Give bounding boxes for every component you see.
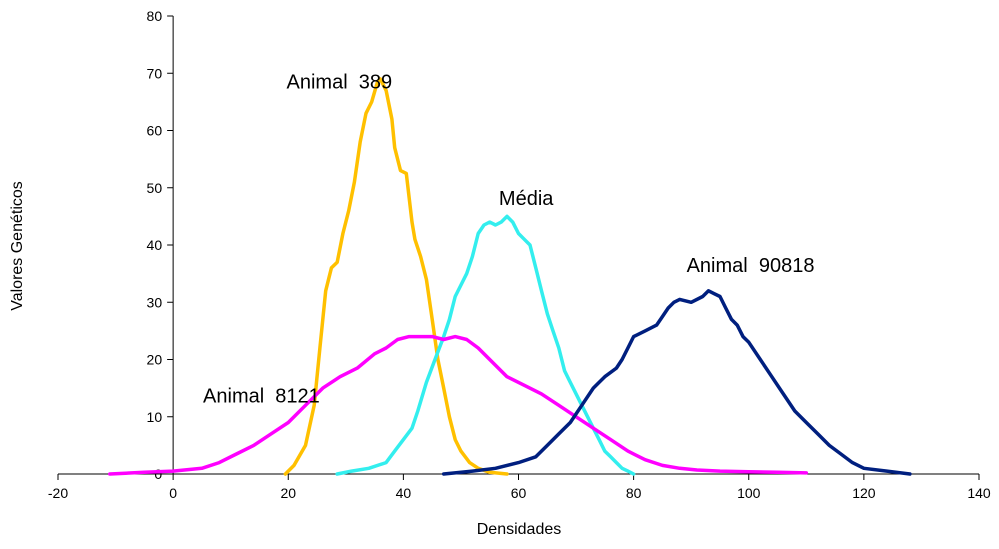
x-tick-label: 40 <box>396 485 412 501</box>
y-tick-label: 10 <box>147 409 163 425</box>
y-tick-label: 80 <box>147 8 163 24</box>
y-tick-label: 40 <box>147 237 163 253</box>
y-tick-label: 0 <box>154 466 162 482</box>
y-tick-label: 20 <box>147 352 163 368</box>
y-axis-label: Valores Genéticos <box>9 181 26 311</box>
x-tick-label: -20 <box>48 485 68 501</box>
series-annotation: Animal 8121 <box>203 385 320 407</box>
y-tick-label: 30 <box>147 294 163 310</box>
x-tick-label: 120 <box>852 485 876 501</box>
series-annotation: Animal 90818 <box>687 255 815 277</box>
x-tick-label: 100 <box>737 485 761 501</box>
y-tick-label: 70 <box>147 65 163 81</box>
series-annotation: Animal 389 <box>287 72 393 94</box>
x-tick-label: 0 <box>169 485 177 501</box>
x-tick-label: 80 <box>626 485 642 501</box>
x-tick-label: 140 <box>967 485 991 501</box>
x-tick-label: 20 <box>280 485 296 501</box>
x-tick-label: 60 <box>511 485 527 501</box>
series-group <box>108 77 912 476</box>
series-line-animal-389 <box>283 77 509 476</box>
axes: -20 0 20 40 60 80 100 120 140 0 10 20 30 40 50 60 70 80 <box>48 8 991 501</box>
series-line-animal-90818 <box>441 289 912 476</box>
x-axis-label: Densidades <box>477 521 562 538</box>
series-line-animal-8121 <box>108 334 809 476</box>
annotations: Animal 389 Média Animal 90818 Animal 8121 <box>203 72 814 408</box>
y-tick-label: 60 <box>147 123 163 139</box>
series-annotation: Média <box>499 188 554 210</box>
y-tick-label: 50 <box>147 180 163 196</box>
series-line-m-dia <box>335 214 636 476</box>
